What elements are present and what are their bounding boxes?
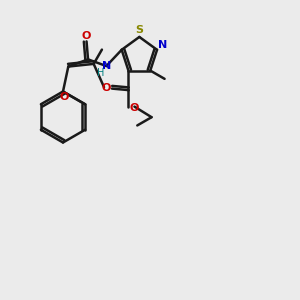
Text: N: N — [158, 40, 168, 50]
Text: O: O — [130, 103, 139, 113]
Text: N: N — [102, 61, 112, 71]
Text: O: O — [102, 83, 111, 93]
Text: S: S — [136, 25, 144, 35]
Text: H: H — [97, 68, 105, 78]
Text: O: O — [60, 92, 69, 102]
Text: O: O — [82, 31, 91, 41]
